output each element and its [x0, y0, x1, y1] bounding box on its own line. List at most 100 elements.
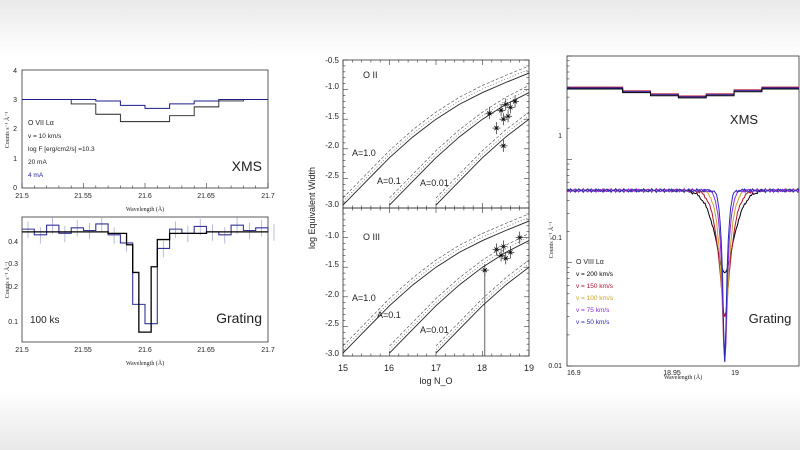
curve-label: A=0.01: [420, 178, 449, 188]
y-tick: 0.4: [8, 239, 18, 246]
curve-A=0.1: [389, 240, 530, 354]
y-tick: -3.0: [325, 200, 339, 209]
series-group: [21, 99, 269, 188]
curve-dashed: [435, 111, 530, 199]
x-tick: 17: [431, 363, 441, 373]
y-tick: -0.5: [325, 56, 339, 65]
x-tick: 15: [338, 363, 348, 373]
bottom-shadow-band: [0, 392, 800, 450]
data-point-marker: [508, 105, 513, 110]
curve-dashed: [342, 213, 530, 347]
x-tick: 21.6: [138, 347, 152, 354]
annotation-species: O VII Lα: [28, 120, 54, 127]
y-tick: 0.01: [548, 363, 562, 370]
y-tick: -1.5: [325, 112, 339, 121]
y-tick: -2.0: [325, 141, 339, 150]
y-tick-labels-bottom: -3.0 -2.5 -2.0 -1.5 -1.0: [325, 231, 339, 358]
legend-title: O VIII Lα: [576, 259, 604, 266]
legend-item: v = 200 km/s: [576, 271, 614, 278]
curve-dotted: [435, 263, 530, 350]
annotation-4ma: 4 mA: [28, 172, 44, 179]
curve-A=1.0: [342, 72, 530, 206]
y-tick: -2.0: [325, 290, 339, 299]
x-tick: 19: [524, 363, 534, 373]
series-line-20ma: [22, 99, 268, 123]
curve-dotted: [389, 88, 530, 202]
data-point-marker: [512, 99, 518, 104]
y-tick-labels: 0 1 2 3 4: [13, 68, 17, 192]
y-tick-labels-top: -3.0 -2.5 -2.0 -1.5 -1.0 -0.5: [325, 56, 339, 209]
y-axis-label: Counts s⁻¹ Å⁻¹: [547, 222, 555, 259]
plot-frame: [21, 216, 269, 343]
panel-curve-of-growth: -3.0 -2.5 -2.0 -1.5 -1.0 -0.5 -3.0 -2.5 …: [307, 56, 534, 386]
y-tick: 2: [13, 126, 17, 133]
data-point-marker: [494, 247, 499, 252]
data-point-marker: [508, 250, 513, 255]
annotation-exposure: 100 ks: [30, 315, 59, 326]
data-point-marker: [503, 102, 509, 107]
x-axis-label: log N_O: [419, 376, 452, 386]
x-tick: 21.5: [15, 193, 29, 200]
panel-grating-left: 0.1 0.2 0.3 0.4 21.5 21.55 21.6 21.65 21…: [3, 216, 275, 367]
series-group: [22, 216, 275, 333]
y-tick: -3.0: [325, 349, 339, 358]
y-tick: -1.0: [325, 82, 339, 91]
y-tick: -2.5: [325, 171, 339, 180]
y-tick: -2.5: [325, 319, 339, 328]
legend: O VIII Lα v = 200 km/s v = 150 km/s v = …: [576, 259, 614, 326]
y-tick: 1: [13, 156, 17, 163]
curve-A=0.01: [435, 118, 530, 206]
series-line-4ma: [22, 99, 268, 109]
x-tick-labels: 21.5 21.55 21.6 21.65 21.7: [15, 347, 275, 354]
x-axis-label: Wavelength (Å): [664, 373, 702, 381]
legend-item: v = 150 km/s: [576, 283, 614, 290]
curve-dashed: [389, 85, 530, 199]
curve-label: A=0.1: [377, 310, 401, 320]
data-point-marker: [494, 125, 499, 131]
y-tick: 1: [558, 133, 562, 140]
x-tick: 21.65: [197, 347, 215, 354]
annotation-velocity: v = 10 km/s: [28, 133, 62, 140]
data-point-marker: [487, 110, 492, 116]
data-point-marker: [503, 256, 509, 261]
x-tick: 21.65: [197, 193, 215, 200]
panel-label-o2: O II: [363, 70, 378, 80]
panel-label-o3: O III: [363, 232, 380, 242]
panel-label-grating: Grating: [216, 310, 262, 326]
x-tick: 19: [731, 370, 739, 377]
x-tick-labels: 21.5 21.55 21.6 21.65 21.7: [15, 193, 275, 200]
x-tick: 21.55: [74, 347, 92, 354]
curve-dashed: [435, 259, 530, 347]
curve-dotted: [342, 217, 530, 350]
panel-label-xms: XMS: [232, 158, 262, 174]
curve-dashed: [389, 233, 530, 347]
series-group: [566, 55, 800, 367]
y-tick: 0: [13, 185, 17, 192]
x-tick: 21.6: [138, 193, 152, 200]
panel-xms-left: 0 1 2 3 4 21.5 21.55 21.6 21.65 21.7 Wav…: [3, 68, 275, 213]
y-axis-label: log Equivalent Width: [307, 167, 317, 249]
grating-profile-line: [566, 187, 800, 362]
y-tick: 0.1: [552, 235, 562, 242]
panel-label-grating: Grating: [749, 311, 792, 326]
data-point-marker: [517, 235, 522, 240]
curve-dotted: [389, 236, 530, 350]
data-point-marker: [501, 116, 506, 122]
annotation-flux: log F [erg/cm2/s] =10.3: [28, 146, 95, 153]
x-tick-labels: 15 16 17 18 19: [338, 363, 534, 373]
y-axis-label: Counts s⁻¹ Å⁻¹: [3, 112, 11, 149]
x-axis-label: Wavelength (Å): [126, 359, 164, 367]
top-shadow-band: [0, 0, 800, 58]
curve-A=0.01: [435, 266, 530, 354]
x-tick: 16: [384, 363, 394, 373]
curve-dashed: [342, 65, 530, 199]
data-point-marker: [501, 244, 506, 249]
legend-item: v = 100 km/s: [576, 295, 614, 302]
y-tick: 0.1: [8, 319, 18, 326]
plot-frame: [566, 55, 800, 367]
curve-A=1.0: [342, 220, 530, 354]
panel-spectrum-right: 0.01 0.1 1 16.9 18.95 19 Wavelength (Å) …: [547, 55, 800, 381]
x-tick: 18: [477, 363, 487, 373]
panel-label-xms: XMS: [730, 112, 759, 127]
